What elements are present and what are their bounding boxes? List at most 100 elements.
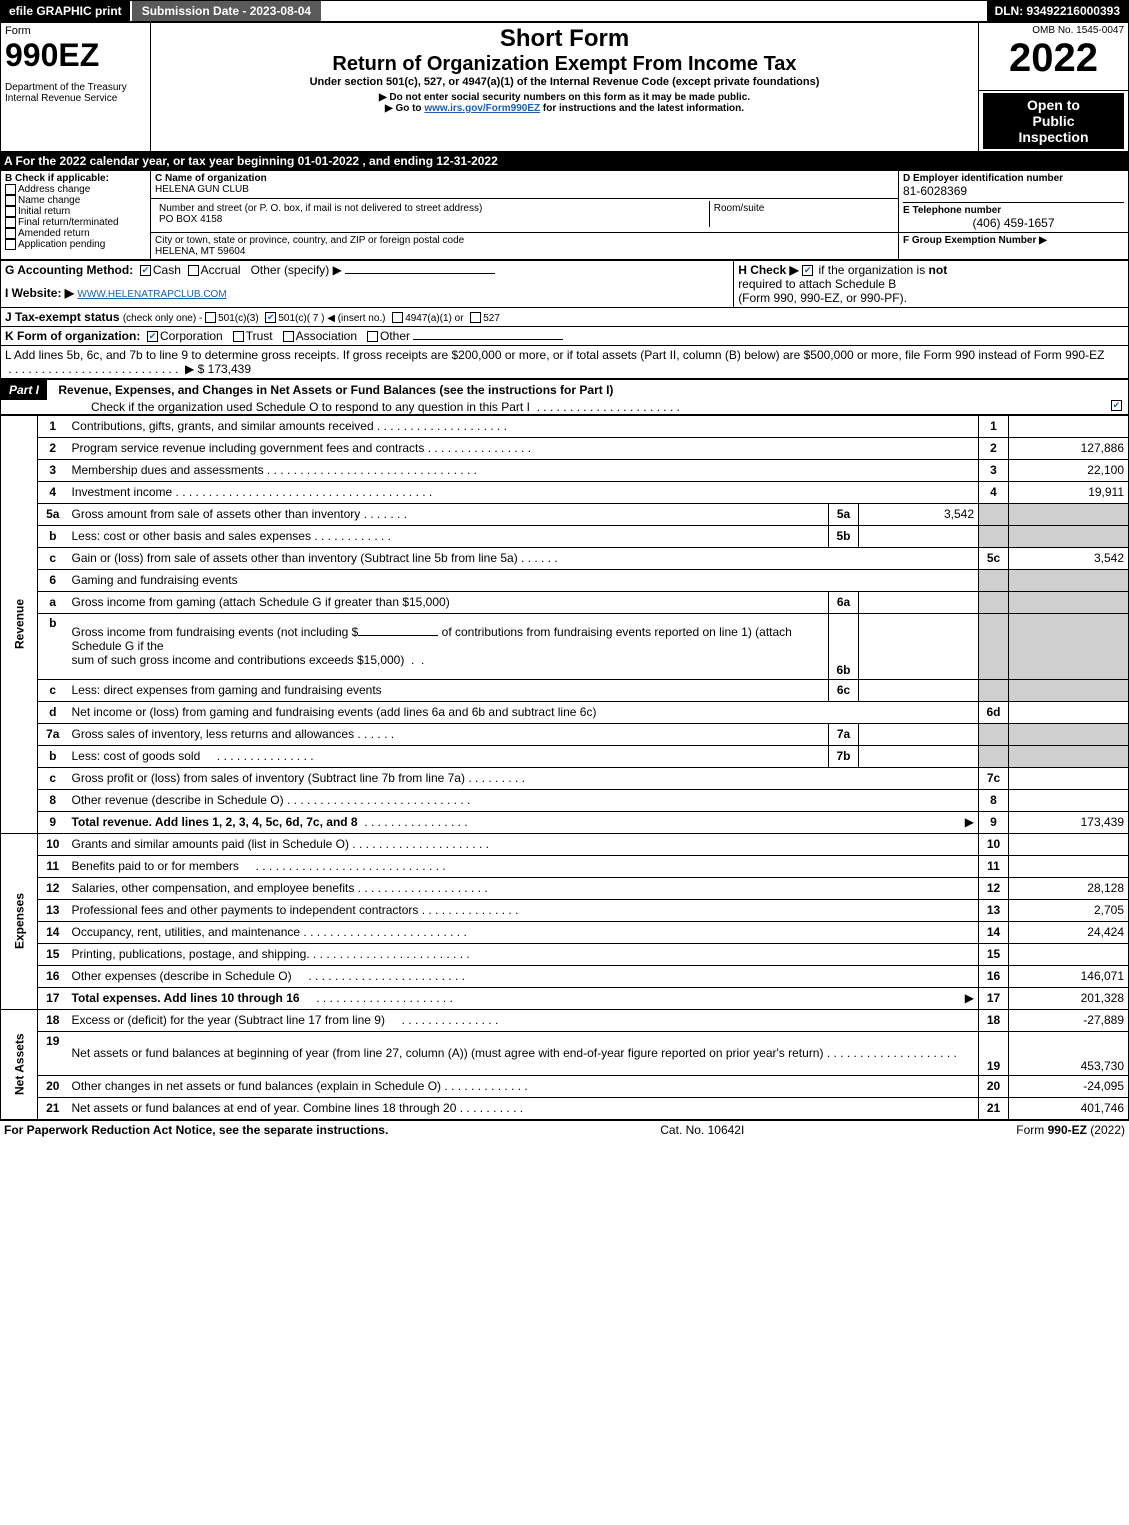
b-opt-initial: Initial return bbox=[5, 206, 146, 217]
l-text: L Add lines 5b, 6c, and 7b to line 9 to … bbox=[5, 348, 1104, 362]
form-word: Form bbox=[5, 25, 146, 37]
open-to-public-box: Open to Public Inspection bbox=[983, 93, 1124, 149]
k-o2: Trust bbox=[246, 329, 273, 343]
h-text1: if the organization is bbox=[818, 263, 928, 277]
k-trust-check bbox=[233, 331, 244, 342]
f-label: F Group Exemption Number ▶ bbox=[903, 235, 1124, 246]
part1-check-line: Check if the organization used Schedule … bbox=[91, 400, 530, 414]
irs-link[interactable]: www.irs.gov/Form990EZ bbox=[424, 103, 540, 114]
b-label: B Check if applicable: bbox=[5, 173, 146, 184]
k-corp-check bbox=[147, 331, 158, 342]
footer-left: For Paperwork Reduction Act Notice, see … bbox=[4, 1123, 388, 1137]
b-opt-amended: Amended return bbox=[5, 228, 146, 239]
l-value: 173,439 bbox=[208, 362, 251, 376]
line-5c: c Gain or (loss) from sale of assets oth… bbox=[1, 547, 1129, 569]
goto-pre: ▶ Go to bbox=[385, 103, 424, 114]
street-label: Number and street (or P. O. box, if mail… bbox=[159, 203, 705, 214]
k-o1: Corporation bbox=[160, 329, 223, 343]
form-number: 990EZ bbox=[5, 37, 146, 74]
g-other: Other (specify) ▶ bbox=[251, 263, 342, 277]
j-527-check bbox=[470, 312, 481, 323]
j-o4: 527 bbox=[483, 313, 500, 324]
line-12: 12 Salaries, other compensation, and emp… bbox=[1, 877, 1129, 899]
j-501c-check bbox=[265, 312, 276, 323]
room-label: Room/suite bbox=[714, 203, 890, 214]
h-text2: required to attach Schedule B bbox=[738, 277, 1124, 291]
g-cash-check bbox=[140, 265, 151, 276]
ssn-warning: ▶ Do not enter social security numbers o… bbox=[155, 92, 974, 103]
street-value: PO BOX 4158 bbox=[159, 214, 705, 225]
line-20: 20 Other changes in net assets or fund b… bbox=[1, 1075, 1129, 1097]
city-label: City or town, state or province, country… bbox=[155, 235, 894, 246]
line-6a: a Gross income from gaming (attach Sched… bbox=[1, 591, 1129, 613]
line-10: Expenses 10 Grants and similar amounts p… bbox=[1, 833, 1129, 855]
entity-info-table: B Check if applicable: Address change Na… bbox=[0, 170, 1129, 260]
b-opt-pending: Application pending bbox=[5, 239, 146, 250]
c-label: C Name of organization bbox=[155, 173, 894, 184]
phone-value: (406) 459-1657 bbox=[903, 216, 1124, 230]
topbar-spacer bbox=[321, 1, 986, 21]
revenue-vert-label: Revenue bbox=[1, 415, 38, 833]
k-o3: Association bbox=[296, 329, 357, 343]
d-label: D Employer identification number bbox=[903, 173, 1124, 184]
line-4: 4 Investment income . . . . . . . . . . … bbox=[1, 481, 1129, 503]
g-cash: Cash bbox=[153, 263, 181, 277]
line-6d: d Net income or (loss) from gaming and f… bbox=[1, 701, 1129, 723]
line-1: Revenue 1 Contributions, gifts, grants, … bbox=[1, 415, 1129, 437]
b-opt-name: Name change bbox=[5, 195, 146, 206]
line-6c: c Less: direct expenses from gaming and … bbox=[1, 679, 1129, 701]
ein-value: 81-6028369 bbox=[903, 184, 1124, 198]
part1-title: Revenue, Expenses, and Changes in Net As… bbox=[50, 383, 613, 397]
g-accrual: Accrual bbox=[201, 263, 241, 277]
part1-schedule-o-check bbox=[1111, 400, 1122, 411]
title-short-form: Short Form bbox=[155, 25, 974, 53]
line-5b: b Less: cost or other basis and sales ex… bbox=[1, 525, 1129, 547]
title-return: Return of Organization Exempt From Incom… bbox=[155, 53, 974, 76]
dept-irs: Internal Revenue Service bbox=[5, 93, 146, 104]
line-5a: 5a Gross amount from sale of assets othe… bbox=[1, 503, 1129, 525]
j-label: J Tax-exempt status bbox=[5, 310, 123, 324]
h-check bbox=[802, 265, 813, 276]
j-sub: (check only one) - bbox=[123, 313, 205, 324]
line-13: 13 Professional fees and other payments … bbox=[1, 899, 1129, 921]
i-label: I Website: ▶ bbox=[5, 286, 74, 300]
l-arrow: ▶ $ bbox=[185, 362, 204, 376]
b-opt-address: Address change bbox=[5, 184, 146, 195]
netassets-vert-label: Net Assets bbox=[1, 1009, 38, 1119]
part1-header: Part I Revenue, Expenses, and Changes in… bbox=[0, 379, 1129, 415]
line-9: 9 Total revenue. Add lines 1, 2, 3, 4, 5… bbox=[1, 811, 1129, 833]
line-6b: b Gross income from fundraising events (… bbox=[1, 613, 1129, 679]
part1-label: Part I bbox=[1, 380, 47, 400]
open-line2: Public bbox=[987, 113, 1120, 129]
h-not: not bbox=[929, 263, 948, 277]
line-8: 8 Other revenue (describe in Schedule O)… bbox=[1, 789, 1129, 811]
line-3: 3 Membership dues and assessments . . . … bbox=[1, 459, 1129, 481]
line-19: 19 Net assets or fund balances at beginn… bbox=[1, 1031, 1129, 1075]
line-6: 6 Gaming and fundraising events bbox=[1, 569, 1129, 591]
j-4947-check bbox=[392, 312, 403, 323]
line-7a: 7a Gross sales of inventory, less return… bbox=[1, 723, 1129, 745]
line-16: 16 Other expenses (describe in Schedule … bbox=[1, 965, 1129, 987]
submission-date: Submission Date - 2023-08-04 bbox=[130, 1, 321, 21]
footer-mid: Cat. No. 10642I bbox=[660, 1123, 744, 1137]
line-14: 14 Occupancy, rent, utilities, and maint… bbox=[1, 921, 1129, 943]
goto-link-line: ▶ Go to www.irs.gov/Form990EZ for instru… bbox=[155, 103, 974, 114]
line-15: 15 Printing, publications, postage, and … bbox=[1, 943, 1129, 965]
expenses-vert-label: Expenses bbox=[1, 833, 38, 1009]
omb-number: OMB No. 1545-0047 bbox=[983, 25, 1124, 36]
g-accrual-check bbox=[188, 265, 199, 276]
open-line1: Open to bbox=[987, 97, 1120, 113]
part1-lines-table: Revenue 1 Contributions, gifts, grants, … bbox=[0, 415, 1129, 1120]
section-a-bar: A For the 2022 calendar year, or tax yea… bbox=[0, 152, 1129, 170]
org-name: HELENA GUN CLUB bbox=[155, 184, 894, 195]
j-o2: 501(c)( 7 ) ◀ (insert no.) bbox=[278, 313, 385, 324]
k-o4: Other bbox=[380, 329, 410, 343]
j-o1: 501(c)(3) bbox=[218, 313, 259, 324]
website-link[interactable]: WWW.HELENATRAPCLUB.COM bbox=[77, 289, 226, 300]
j-o3: 4947(a)(1) or bbox=[405, 313, 463, 324]
g-h-table: G Accounting Method: Cash Accrual Other … bbox=[0, 260, 1129, 379]
line-11: 11 Benefits paid to or for members . . .… bbox=[1, 855, 1129, 877]
line-7b: b Less: cost of goods sold . . . . . . .… bbox=[1, 745, 1129, 767]
k-other-check bbox=[367, 331, 378, 342]
line-2: 2 Program service revenue including gove… bbox=[1, 437, 1129, 459]
